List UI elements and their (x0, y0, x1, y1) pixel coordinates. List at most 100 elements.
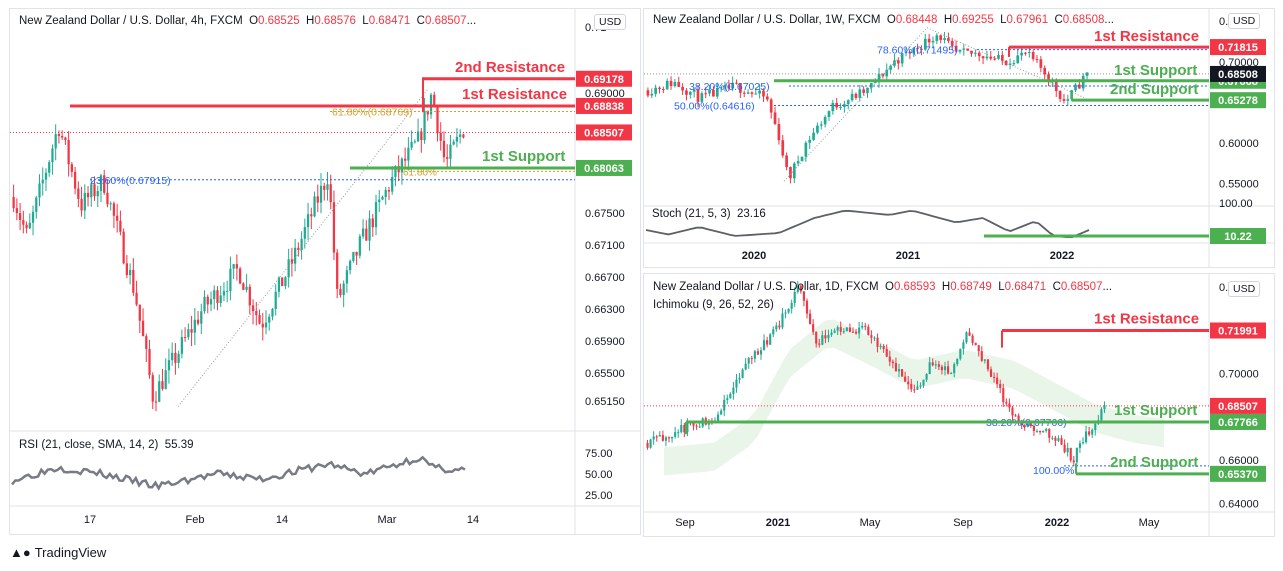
candle-1d-candle (670, 436, 674, 439)
candle-1d-candle (738, 377, 741, 380)
candle-1w-candle (1054, 81, 1058, 92)
candle-1w-candle (742, 92, 746, 94)
level-label-1: 1st Support (1114, 402, 1197, 419)
candle-1d-candle (1005, 402, 1008, 404)
level-price-tag-2: 0.65370 (1218, 469, 1258, 481)
stoch-name: Stoch (21, 5, 3) (652, 208, 731, 220)
candle-1d-candle (1026, 423, 1029, 427)
chart-4h-currency-button[interactable]: USD (594, 14, 627, 30)
candle-1w-candle (712, 89, 715, 97)
candle-4h-candle (394, 165, 397, 177)
fib-label-1: 100.00% (1033, 465, 1074, 477)
candle-4h-candle (57, 134, 61, 137)
y-tick-label: 0.65150 (585, 396, 625, 408)
candle-1w-candle (939, 35, 943, 40)
x-tick-label: 14 (467, 514, 479, 526)
chart-1d-currency-button[interactable]: USD (1228, 281, 1261, 297)
candle-4h-candle (439, 133, 442, 141)
chart-1w-stoch-label: Stoch (21, 5, 3) 23.16 (652, 208, 766, 220)
candle-1d-candle (879, 346, 882, 348)
candle-1w-candle (977, 52, 981, 57)
candle-1w-candle (985, 56, 989, 59)
candle-4h-candle (374, 202, 378, 228)
candle-4h-candle (361, 228, 365, 237)
stoch-value: 23.16 (737, 208, 766, 220)
level-label-0: 1st Resistance (1094, 28, 1199, 45)
level-price-tag-0: 0.69178 (584, 74, 624, 86)
candle-1w-candle (661, 88, 665, 90)
candle-4h-candle (106, 192, 109, 205)
candle-1d-candle (1078, 443, 1082, 448)
x-tick-label: Feb (186, 514, 205, 526)
candle-1d-candle (1029, 423, 1032, 426)
candle-4h-candle (446, 157, 449, 159)
candle-1d-candle (680, 424, 683, 433)
candle-1d-candle (753, 351, 756, 359)
candle-1d-candle (1084, 431, 1088, 443)
chart-panel-1w[interactable]: 0.750000.700000.650000.600000.5500020202… (643, 8, 1275, 268)
tradingview-logo[interactable]: ▲● TradingView (10, 545, 106, 560)
candle-1w-candle (846, 100, 850, 105)
chart-1w-low: 0.67961 (1006, 14, 1049, 26)
candle-4h-candle (190, 329, 193, 333)
y-tick-label: 0.66700 (585, 272, 625, 284)
candle-4h-candle (93, 184, 96, 197)
candle-4h-candle (248, 286, 251, 306)
last-price-tag: 0.68508 (1218, 69, 1258, 81)
candle-4h-candle (112, 203, 116, 216)
candle-4h-candle (355, 251, 358, 256)
candle-1d-candle (1100, 409, 1103, 421)
candle-4h-candle (164, 370, 167, 389)
candle-4h-candle (48, 162, 51, 173)
chart-1d-svg[interactable]: 0.740000.720000.700000.660000.64000Sep20… (644, 274, 1274, 536)
candle-1d-candle (793, 292, 796, 303)
candle-1w-candle (781, 140, 785, 156)
y-tick-label: 0.60000 (1219, 138, 1259, 150)
last-price-tag-bg (1210, 397, 1266, 414)
candle-1d-candle (1002, 388, 1005, 403)
candle-1w-candle (816, 125, 819, 133)
candle-1d-candle (658, 434, 661, 437)
candle-4h-candle (38, 183, 41, 198)
candle-1w-candle (862, 89, 865, 93)
candle-4h-candle (416, 131, 420, 142)
candle-4h-candle (323, 185, 326, 190)
candle-1d-candle (1060, 438, 1063, 445)
candle-1d-candle (741, 369, 744, 378)
candle-1d-candle (683, 424, 686, 433)
candle-4h-candle (64, 137, 67, 141)
candle-1d-candle (827, 334, 830, 339)
level-label-0: 2nd Resistance (455, 59, 565, 76)
candle-4h-candle (196, 319, 200, 324)
candle-1w-candle (1085, 72, 1089, 76)
candle-1d-candle (815, 331, 818, 344)
candle-1w-candle (758, 90, 761, 94)
y-tick-label: 0.66000 (1219, 455, 1259, 467)
candle-1d-candle (916, 386, 919, 390)
candle-4h-candle (339, 288, 342, 296)
candle-1w-candle (923, 38, 927, 50)
chart-panel-1d[interactable]: 0.740000.720000.700000.660000.64000Sep20… (643, 273, 1275, 537)
chart-panel-4h[interactable]: 0.69000 0.67500 0.67100 0.66700 0.66300 0.659… (9, 8, 641, 535)
candle-1d-candle (833, 330, 836, 333)
candle-1d-candle (897, 369, 901, 372)
x-tick-label: Sep (953, 517, 973, 529)
chart-4h-svg[interactable]: 0.69000 0.67500 0.67100 0.66700 0.66300 0.659… (10, 9, 640, 534)
candle-4h-candle (297, 247, 300, 251)
candle-1w-candle (796, 161, 800, 164)
candle-4h-candle (326, 184, 329, 190)
candle-1w-candle (1074, 84, 1077, 91)
candle-4h-candle (277, 277, 281, 292)
candle-1d-candle (919, 385, 922, 387)
candle-1w-candle (700, 93, 704, 102)
candle-1d-candle (698, 426, 701, 428)
candle-1w-candle (843, 104, 846, 107)
candle-1d-candle (882, 346, 885, 350)
candle-1d-candle (812, 324, 815, 332)
chart-1w-currency-button[interactable]: USD (1228, 13, 1261, 29)
candle-1w-candle (658, 87, 661, 89)
chart-1w-svg[interactable]: 0.750000.700000.650000.600000.5500020202… (644, 9, 1274, 267)
level-price-tag-1: 0.68838 (584, 101, 624, 113)
fib-label-2: 50.00%(0.64616) (674, 101, 755, 113)
y-tick-label: 0.70000 (1219, 369, 1259, 381)
